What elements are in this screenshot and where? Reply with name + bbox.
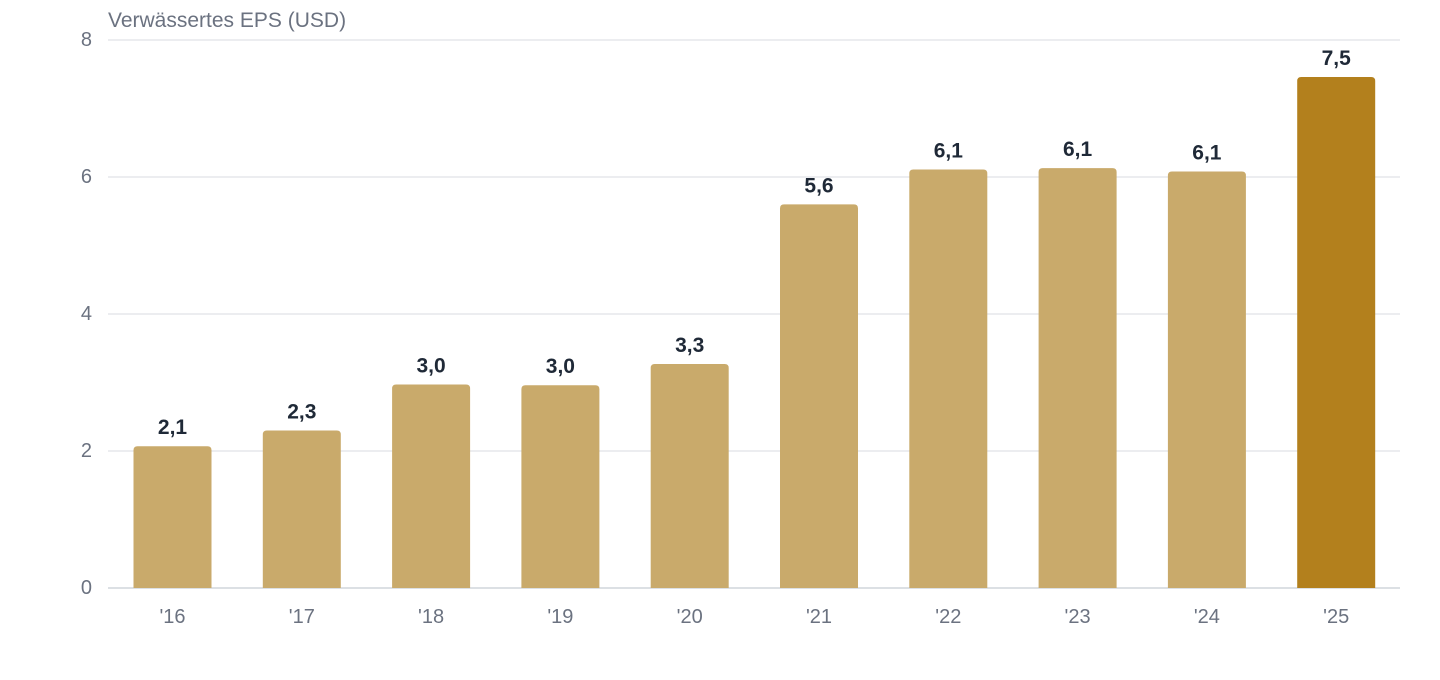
bar-value-label: 6,1 <box>1192 142 1222 165</box>
x-tick-label: '23 <box>1065 606 1091 628</box>
x-tick-label: '24 <box>1194 606 1220 628</box>
bar-value-label: 3,0 <box>416 355 445 378</box>
bar-value-label: 7,5 <box>1322 47 1352 70</box>
y-tick-label: 0 <box>81 577 92 599</box>
y-axis-ticks: 0 2 4 6 8 <box>81 29 92 599</box>
x-tick-label: '20 <box>677 606 703 628</box>
bar-value-label: 2,3 <box>287 400 316 423</box>
bar <box>1167 171 1246 588</box>
bar-value-label: 3,3 <box>675 334 704 357</box>
bar-value-label: 6,1 <box>1063 138 1093 161</box>
bar-value-label: 3,0 <box>546 355 575 378</box>
bar-value-label: 6,1 <box>934 139 964 162</box>
y-tick-label: 8 <box>81 29 92 51</box>
x-tick-label: '21 <box>806 606 832 628</box>
y-tick-label: 2 <box>81 440 92 462</box>
bar <box>521 385 600 588</box>
bar <box>133 446 212 588</box>
y-tick-label: 6 <box>81 166 92 188</box>
y-axis-title: Verwässertes EPS (USD) <box>108 9 346 32</box>
bar-value-labels: 2,1 2,3 3,0 3,0 3,3 5,6 6,1 6,1 6,1 7,5 <box>158 47 1351 439</box>
bars <box>133 76 1376 589</box>
x-tick-label: '19 <box>547 606 573 628</box>
bar <box>262 430 341 588</box>
x-tick-label: '18 <box>418 606 444 628</box>
bar <box>650 364 729 588</box>
x-tick-label: '16 <box>159 606 185 628</box>
bar <box>1038 168 1117 588</box>
bar <box>909 169 988 588</box>
bar <box>392 384 471 588</box>
bar-value-label: 5,6 <box>804 174 833 197</box>
x-axis-ticks: '16 '17 '18 '19 '20 '21 '22 '23 '24 '25 <box>159 606 1349 628</box>
bar <box>1297 76 1376 589</box>
x-tick-label: '22 <box>935 606 961 628</box>
x-tick-label: '17 <box>289 606 315 628</box>
y-tick-label: 4 <box>81 303 92 325</box>
bar <box>780 204 858 588</box>
bar-value-label: 2,1 <box>158 416 188 439</box>
x-tick-label: '25 <box>1323 606 1349 628</box>
